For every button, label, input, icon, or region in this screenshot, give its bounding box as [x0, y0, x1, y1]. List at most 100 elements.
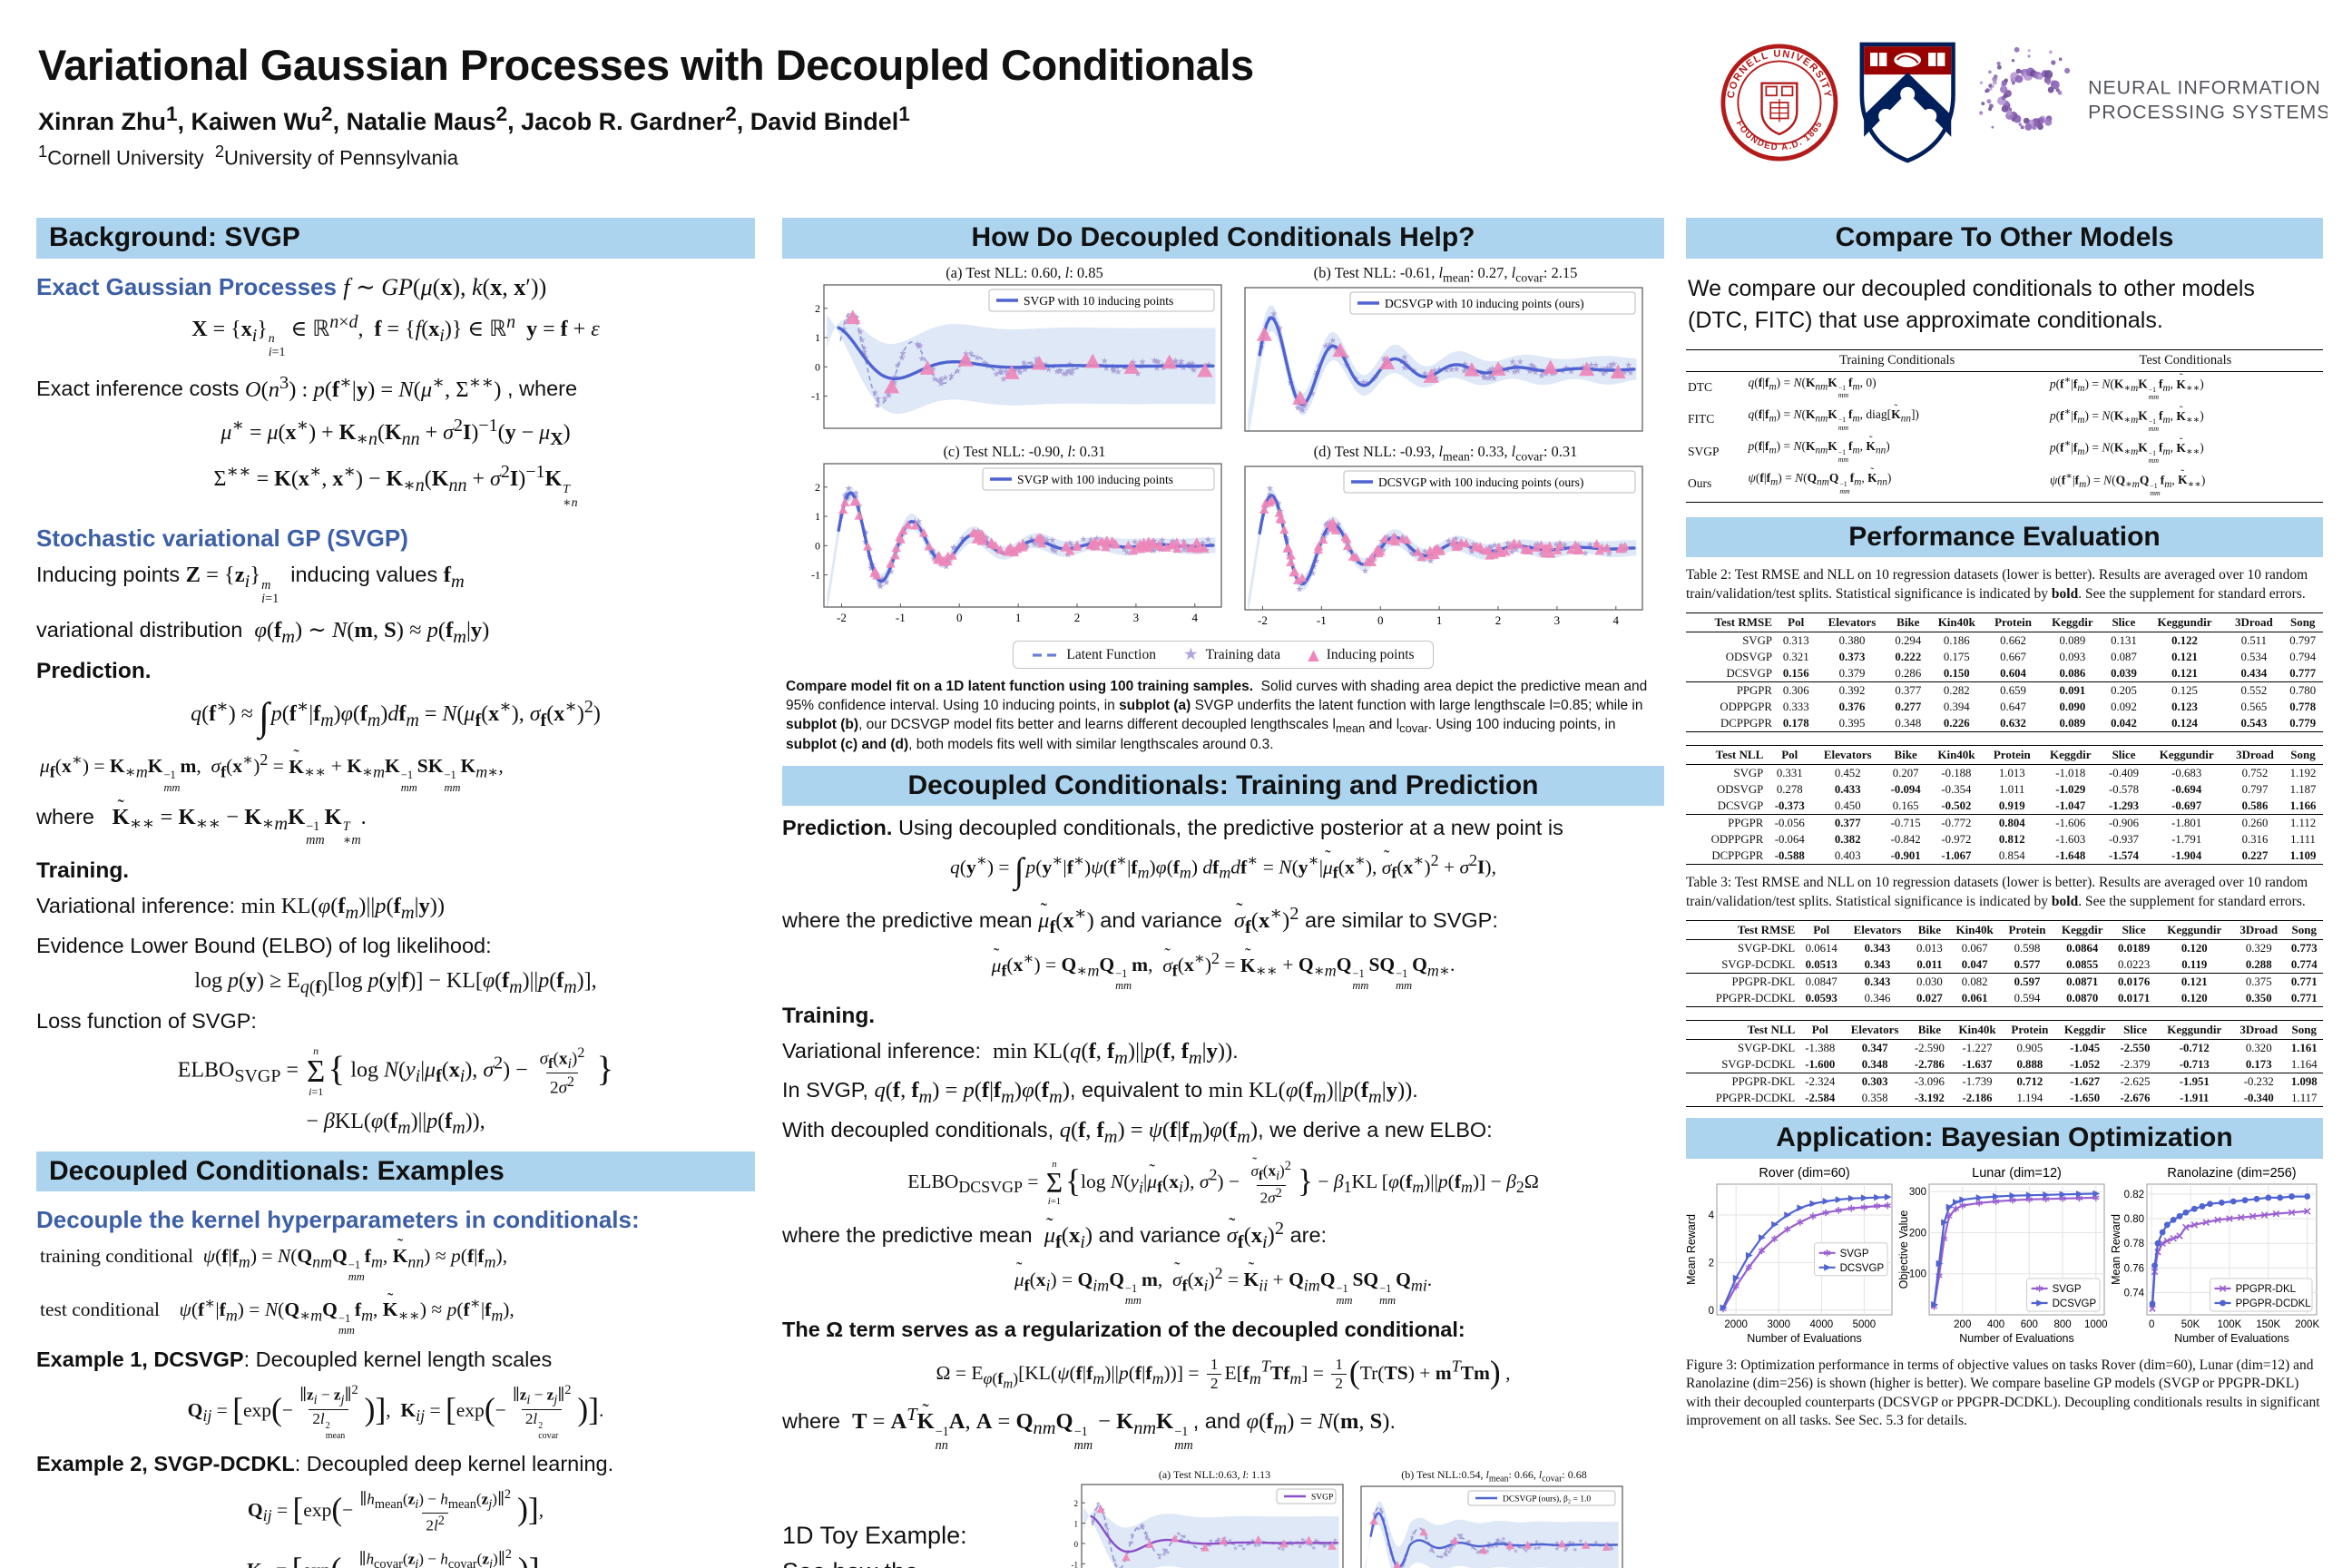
background-svgp-content-line-9: q(f∗) ≈ ∫p(f∗|fm)φ(fm)dfm = N(μf(x∗), σf… — [191, 696, 601, 740]
svg-text:0: 0 — [815, 360, 820, 373]
svg-text:★: ★ — [1475, 1549, 1481, 1556]
training-prediction-content-line-6: In SVGP, q(f, fm) = p(f|fm)φ(fm), equiva… — [782, 1078, 1418, 1108]
figure3-caption: Figure 3: Optimization performance in te… — [1686, 1357, 2320, 1429]
svg-text:★: ★ — [1177, 357, 1185, 367]
svg-text:★: ★ — [1207, 1542, 1212, 1549]
svg-text:★: ★ — [1430, 366, 1438, 376]
svg-text:★: ★ — [1469, 540, 1477, 550]
svg-text:★: ★ — [1585, 540, 1593, 550]
svg-text:Mean Reward: Mean Reward — [1686, 1214, 1698, 1285]
svg-text:★: ★ — [1276, 1545, 1281, 1553]
svg-text:★: ★ — [1103, 1523, 1109, 1530]
svg-text:★: ★ — [1048, 545, 1056, 555]
svg-text:★: ★ — [913, 339, 921, 349]
svg-text:★: ★ — [1109, 366, 1117, 376]
figtoy-panel-a-plot: ★★★★★★★★★★★★★★★★★★★ ★★★ ★★★★★★★★★ ★★★★★★★ ★★… — [1072, 1484, 1344, 1568]
svg-text:★: ★ — [1452, 365, 1460, 375]
svg-text:★: ★ — [1624, 360, 1632, 370]
compare-models-intro: We compare our decoupled conditionals to… — [1688, 275, 2255, 333]
svg-text:★: ★ — [1150, 356, 1158, 366]
svg-text:★: ★ — [1494, 1537, 1500, 1544]
svg-text:★: ★ — [1489, 374, 1497, 384]
svg-text:400: 400 — [1987, 1319, 2004, 1330]
svg-text:★: ★ — [896, 539, 904, 549]
fig3-panel-0: Rover (dim=60) 2000 3000 4000 5000 0 2 4 Mean Re… — [1686, 1166, 1893, 1345]
background-svgp-content-line-2: Exact inference costs O(n3) : p(f∗|y) = … — [36, 372, 578, 402]
svg-text:★: ★ — [1558, 367, 1566, 377]
svg-text:★: ★ — [930, 375, 938, 385]
poster-title: Variational Gaussian Processes with Deco… — [38, 41, 1254, 89]
svg-text:1: 1 — [815, 331, 820, 344]
training-prediction-content-line-5: Variational inference: min KL(q(f, fm)||… — [782, 1038, 1239, 1068]
neurips-text-line2: PROCESSING SYSTEMS — [2088, 101, 2328, 122]
svg-text:★: ★ — [1308, 1541, 1313, 1548]
svg-text:0: 0 — [2149, 1319, 2154, 1330]
svg-text:★: ★ — [1181, 1533, 1187, 1540]
svg-text:★: ★ — [1295, 585, 1303, 595]
svg-text:★: ★ — [1031, 540, 1039, 550]
legend-label: Training data — [1205, 646, 1281, 662]
svg-text:★: ★ — [1470, 1544, 1475, 1552]
table2-results: Test RMSE Pol Elevators Bike Kin40k Protein Ke… — [1686, 612, 2323, 866]
svg-text:★: ★ — [929, 554, 937, 564]
svg-text:★: ★ — [980, 358, 988, 368]
svg-text:★: ★ — [1044, 365, 1053, 375]
svg-text:★: ★ — [1406, 544, 1414, 554]
svg-text:★: ★ — [1198, 538, 1206, 548]
svg-text:PPGPR-DKL: PPGPR-DKL — [2236, 1284, 2297, 1295]
svg-text:★: ★ — [936, 379, 945, 389]
svg-text:★: ★ — [1461, 364, 1469, 374]
svg-text:★: ★ — [1488, 364, 1496, 374]
svg-text:★: ★ — [1334, 520, 1342, 530]
background-svgp-content-line-13: Variational inference: min KL(φ(fm)||p(f… — [36, 894, 446, 924]
svg-text:DCSVGP: DCSVGP — [1840, 1263, 1885, 1274]
svg-text:2: 2 — [1073, 611, 1080, 624]
svg-text:★: ★ — [1603, 363, 1612, 373]
svg-text:★: ★ — [1323, 528, 1331, 538]
svg-text:★: ★ — [1599, 369, 1607, 379]
figure1-caption: Compare model fit on a 1D latent functio… — [786, 679, 1648, 753]
svg-text:1: 1 — [1436, 613, 1442, 627]
svg-text:★: ★ — [858, 336, 866, 346]
svg-text:★: ★ — [1531, 368, 1539, 378]
svg-text:★: ★ — [841, 490, 849, 500]
svg-text:0.82: 0.82 — [2124, 1190, 2144, 1200]
svg-text:0.76: 0.76 — [2124, 1263, 2144, 1274]
table3-nll: Test NLL Pol Elevators Bike Kin40k Protein Keg… — [1686, 1020, 2323, 1108]
svg-text:★: ★ — [941, 373, 949, 383]
svg-text:4000: 4000 — [1810, 1319, 1834, 1330]
svg-text:★: ★ — [874, 394, 882, 404]
svg-text:★: ★ — [1179, 363, 1187, 373]
svg-text:★: ★ — [1321, 341, 1329, 351]
svg-text:DCSVGP (ours), β₂ = 1.0: DCSVGP (ours), β₂ = 1.0 — [1503, 1494, 1591, 1504]
background-svgp-content-line-14: Evidence Lower Bound (ELBO) of log likel… — [36, 934, 492, 958]
svg-text:★: ★ — [890, 377, 898, 387]
decoupled-examples-content-line-4: Qij = [exp(− ∥zi − zj∥2 2l 2 mean)], Kij = [… — [187, 1383, 604, 1441]
svg-text:★: ★ — [1593, 1539, 1599, 1546]
toy-example-row: 1D Toy Example:See how the regularizatio… — [782, 1463, 1664, 1568]
svg-text:★: ★ — [1604, 1541, 1610, 1548]
section-title-performance: Performance Evaluation — [1686, 516, 2323, 558]
svg-text:★: ★ — [1102, 363, 1110, 373]
svg-text:1: 1 — [1014, 611, 1021, 624]
svg-text:DCSVGP with 100 inducing point: DCSVGP with 100 inducing points (ours) — [1378, 475, 1583, 489]
svg-text:★: ★ — [1127, 1539, 1132, 1546]
svg-text:★: ★ — [1250, 1537, 1255, 1544]
svg-text:3: 3 — [1553, 613, 1560, 627]
svg-text:★: ★ — [1113, 1562, 1119, 1568]
svg-text:★: ★ — [1621, 546, 1629, 556]
training-prediction-content-line-7: With decoupled conditionals, q(f, fm) = … — [782, 1118, 1493, 1148]
svg-text:★: ★ — [1409, 1534, 1415, 1542]
svg-text:★: ★ — [1091, 1516, 1096, 1524]
svg-text:★: ★ — [1055, 367, 1063, 377]
svg-text:★: ★ — [1051, 546, 1059, 556]
svg-text:★: ★ — [1449, 1544, 1455, 1551]
decoupled-examples-content-line-0: Decouple the kernel hyperparameters in c… — [36, 1206, 640, 1234]
svg-text:DCSVGP: DCSVGP — [2053, 1298, 2097, 1309]
svg-text:200: 200 — [1909, 1228, 1926, 1239]
svg-text:★: ★ — [1510, 368, 1518, 377]
svg-text:★: ★ — [1232, 1544, 1238, 1552]
svg-text:4: 4 — [1709, 1210, 1715, 1221]
upenn-logo — [1859, 42, 1955, 163]
training-prediction-content-line-2: where the predictive mean μf(x∗) and var… — [782, 902, 1664, 938]
